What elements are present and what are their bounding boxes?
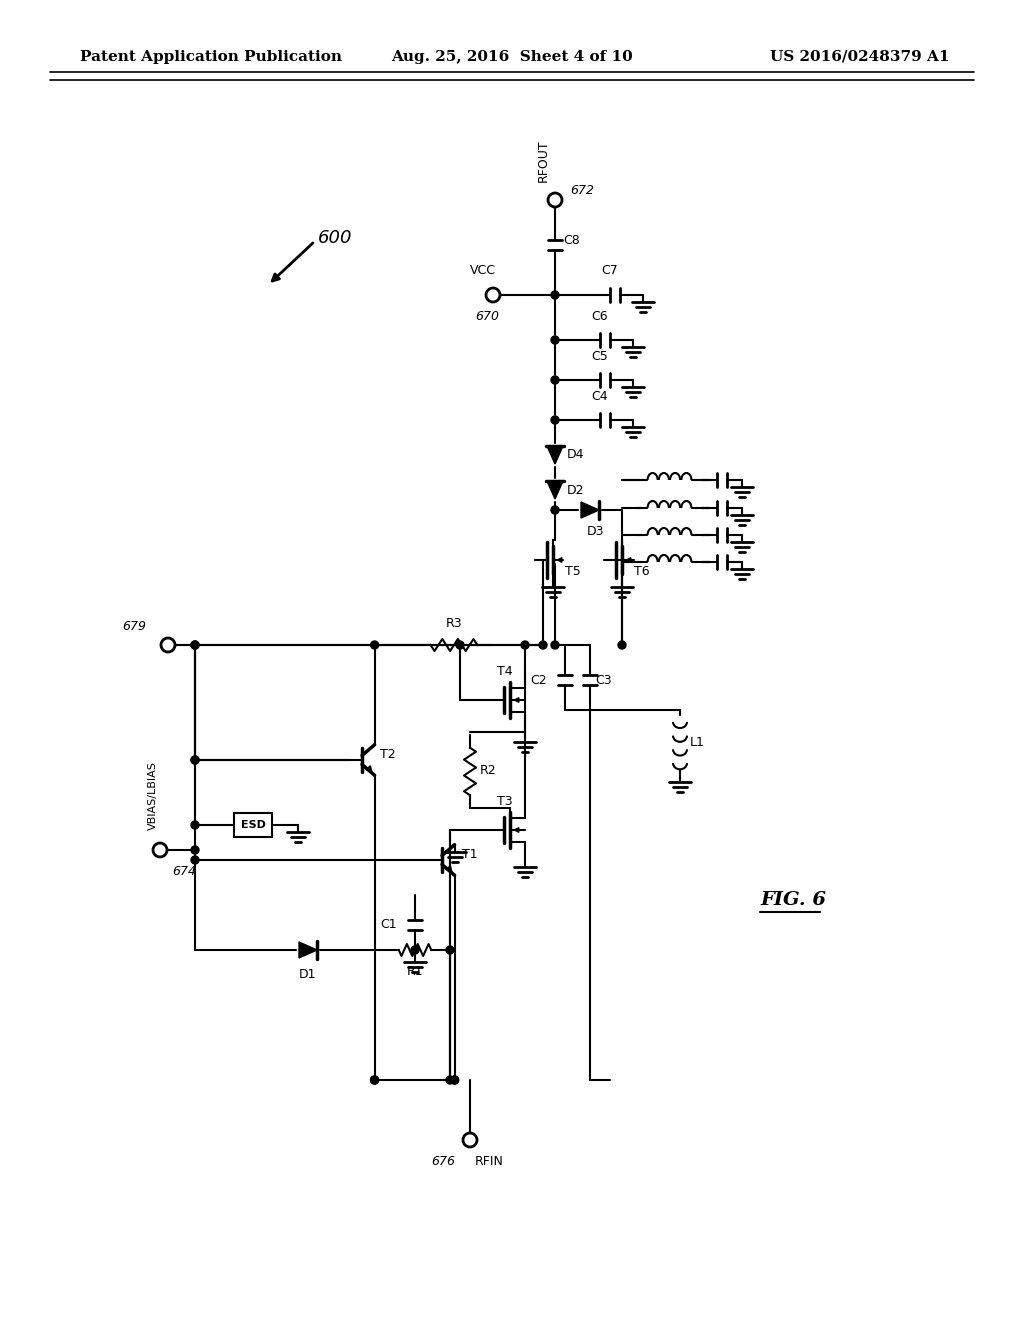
Text: RFIN: RFIN bbox=[475, 1155, 504, 1168]
Text: T1: T1 bbox=[462, 849, 477, 862]
Polygon shape bbox=[299, 942, 317, 958]
Circle shape bbox=[191, 642, 199, 649]
Circle shape bbox=[551, 376, 559, 384]
Text: Aug. 25, 2016  Sheet 4 of 10: Aug. 25, 2016 Sheet 4 of 10 bbox=[391, 50, 633, 63]
Text: R3: R3 bbox=[445, 616, 462, 630]
Circle shape bbox=[521, 642, 529, 649]
Circle shape bbox=[551, 290, 559, 300]
Text: C3: C3 bbox=[595, 673, 611, 686]
Text: 670: 670 bbox=[475, 310, 499, 323]
Circle shape bbox=[191, 855, 199, 865]
Circle shape bbox=[191, 821, 199, 829]
Text: D1: D1 bbox=[299, 968, 316, 981]
Text: 672: 672 bbox=[570, 183, 594, 197]
Circle shape bbox=[551, 506, 559, 513]
Text: T4: T4 bbox=[498, 665, 513, 678]
Text: C7: C7 bbox=[602, 264, 618, 277]
Text: C6: C6 bbox=[592, 310, 608, 323]
Text: C8: C8 bbox=[563, 234, 580, 247]
Text: R2: R2 bbox=[480, 764, 497, 777]
Circle shape bbox=[371, 1076, 379, 1084]
Text: ESD: ESD bbox=[241, 820, 265, 830]
Circle shape bbox=[191, 846, 199, 854]
Bar bbox=[234, 813, 272, 837]
Text: Patent Application Publication: Patent Application Publication bbox=[80, 50, 342, 63]
Text: FIG. 6: FIG. 6 bbox=[760, 891, 826, 909]
Circle shape bbox=[446, 946, 454, 954]
Circle shape bbox=[539, 642, 547, 649]
Circle shape bbox=[451, 1076, 459, 1084]
Text: RFOUT: RFOUT bbox=[537, 140, 550, 182]
Text: 600: 600 bbox=[318, 228, 352, 247]
Text: 679: 679 bbox=[122, 620, 146, 634]
Text: VCC: VCC bbox=[470, 264, 496, 277]
Text: C1: C1 bbox=[380, 919, 397, 932]
Circle shape bbox=[618, 642, 626, 649]
Polygon shape bbox=[547, 480, 563, 499]
Text: R1: R1 bbox=[407, 965, 423, 978]
Polygon shape bbox=[581, 502, 599, 517]
Circle shape bbox=[456, 642, 464, 649]
Text: 674: 674 bbox=[172, 865, 196, 878]
Circle shape bbox=[551, 337, 559, 345]
Circle shape bbox=[411, 946, 419, 954]
Text: C2: C2 bbox=[530, 673, 547, 686]
Text: T5: T5 bbox=[565, 565, 581, 578]
Polygon shape bbox=[547, 446, 563, 465]
Text: US 2016/0248379 A1: US 2016/0248379 A1 bbox=[770, 50, 950, 63]
Text: D4: D4 bbox=[567, 449, 585, 462]
Circle shape bbox=[551, 416, 559, 424]
Circle shape bbox=[551, 642, 559, 649]
Circle shape bbox=[191, 642, 199, 649]
Text: 676: 676 bbox=[431, 1155, 455, 1168]
Circle shape bbox=[191, 756, 199, 764]
Circle shape bbox=[446, 1076, 454, 1084]
Text: C5: C5 bbox=[592, 350, 608, 363]
Text: T6: T6 bbox=[634, 565, 649, 578]
Circle shape bbox=[371, 642, 379, 649]
Text: T2: T2 bbox=[380, 748, 395, 762]
Text: L1: L1 bbox=[690, 735, 705, 748]
Text: D3: D3 bbox=[587, 525, 604, 539]
Text: C4: C4 bbox=[592, 389, 608, 403]
Circle shape bbox=[451, 1076, 459, 1084]
Circle shape bbox=[191, 756, 199, 764]
Circle shape bbox=[371, 1076, 379, 1084]
Text: D2: D2 bbox=[567, 483, 585, 496]
Text: VBIAS/LBIAS: VBIAS/LBIAS bbox=[148, 762, 158, 830]
Text: T3: T3 bbox=[498, 795, 513, 808]
